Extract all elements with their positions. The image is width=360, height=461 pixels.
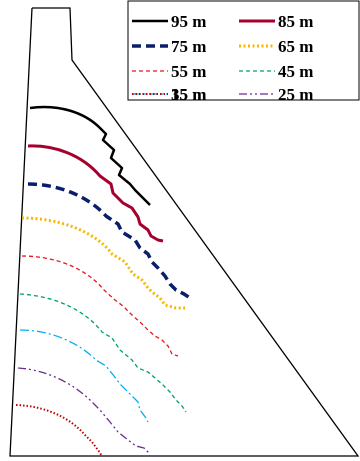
contour-45m <box>19 293 187 413</box>
contour-35m <box>19 329 149 423</box>
legend-label-85m: 85 m <box>278 12 313 31</box>
legend-label-95m: 95 m <box>171 12 206 31</box>
legend-label-35m: 35 m <box>171 85 206 104</box>
legend-label-65m: 65 m <box>278 37 313 56</box>
dam-outline <box>9 7 360 457</box>
contour-95m <box>29 105 151 206</box>
contour-75m <box>27 182 191 300</box>
contour-25m <box>17 367 151 457</box>
contour-85m <box>27 144 164 243</box>
contour-55m <box>21 255 179 357</box>
legend-label-55m: 55 m <box>171 62 206 81</box>
legend-label-25m: 25 m <box>278 85 313 104</box>
contour-15m <box>15 404 103 457</box>
legend-label-75m: 75 m <box>171 37 206 56</box>
contour-lines <box>15 105 191 457</box>
legend-frame <box>127 0 360 101</box>
contour-65m <box>21 216 185 310</box>
legend-label-45m: 45 m <box>278 62 313 81</box>
legend: 95 m 85 m 75 m 65 m 55 m 45 m 35 m 25 m 15 m <box>127 0 360 104</box>
legend-label-15m: 15 m <box>171 85 206 104</box>
